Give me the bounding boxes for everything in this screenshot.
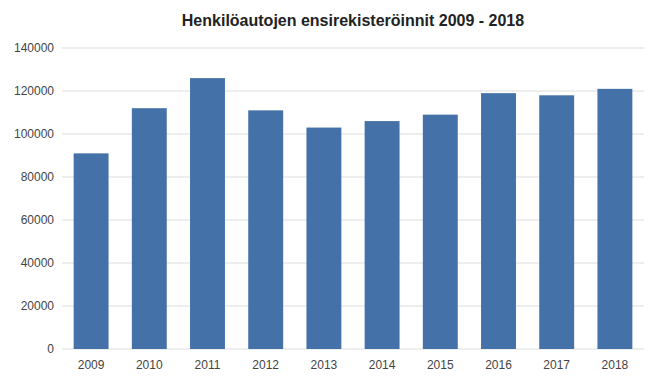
bar [306, 128, 341, 349]
x-tick-label: 2014 [369, 358, 396, 372]
y-tick-label: 120000 [14, 84, 54, 98]
grid-line [62, 48, 644, 49]
grid-line [62, 91, 644, 92]
bar [481, 93, 516, 349]
bar [539, 95, 574, 349]
bar [248, 110, 283, 349]
y-tick-label: 0 [47, 342, 54, 356]
x-tick-label: 2015 [427, 358, 454, 372]
x-tick-label: 2010 [136, 358, 163, 372]
x-tick-label: 2013 [311, 358, 338, 372]
bar [132, 108, 167, 349]
y-axis: 0 20000 40000 60000 80000 100000 120000 140000 [14, 41, 54, 356]
bar [365, 121, 400, 349]
x-tick-label: 2009 [78, 358, 105, 372]
x-tick-label: 2018 [602, 358, 629, 372]
bars [74, 78, 633, 349]
bar [423, 115, 458, 349]
bar [190, 78, 225, 349]
y-tick-label: 100000 [14, 127, 54, 141]
x-tick-label: 2011 [195, 358, 221, 372]
grid [62, 48, 644, 349]
x-axis: 2009 2010 2011 2012 2013 2014 2015 2016 2017 2018 [78, 358, 629, 372]
x-tick-label: 2016 [485, 358, 512, 372]
y-tick-label: 40000 [21, 256, 55, 270]
chart-container: Henkilöautojen ensirekisteröinnit 2009 -… [0, 0, 664, 385]
chart-title: Henkilöautojen ensirekisteröinnit 2009 -… [182, 12, 524, 29]
bar [597, 89, 632, 349]
y-tick-label: 140000 [14, 41, 54, 55]
chart-svg: Henkilöautojen ensirekisteröinnit 2009 -… [0, 0, 664, 385]
x-tick-label: 2012 [252, 358, 279, 372]
y-tick-label: 80000 [21, 170, 55, 184]
x-tick-label: 2017 [543, 358, 570, 372]
y-tick-label: 60000 [21, 213, 55, 227]
bar [74, 153, 109, 349]
y-tick-label: 20000 [21, 299, 55, 313]
